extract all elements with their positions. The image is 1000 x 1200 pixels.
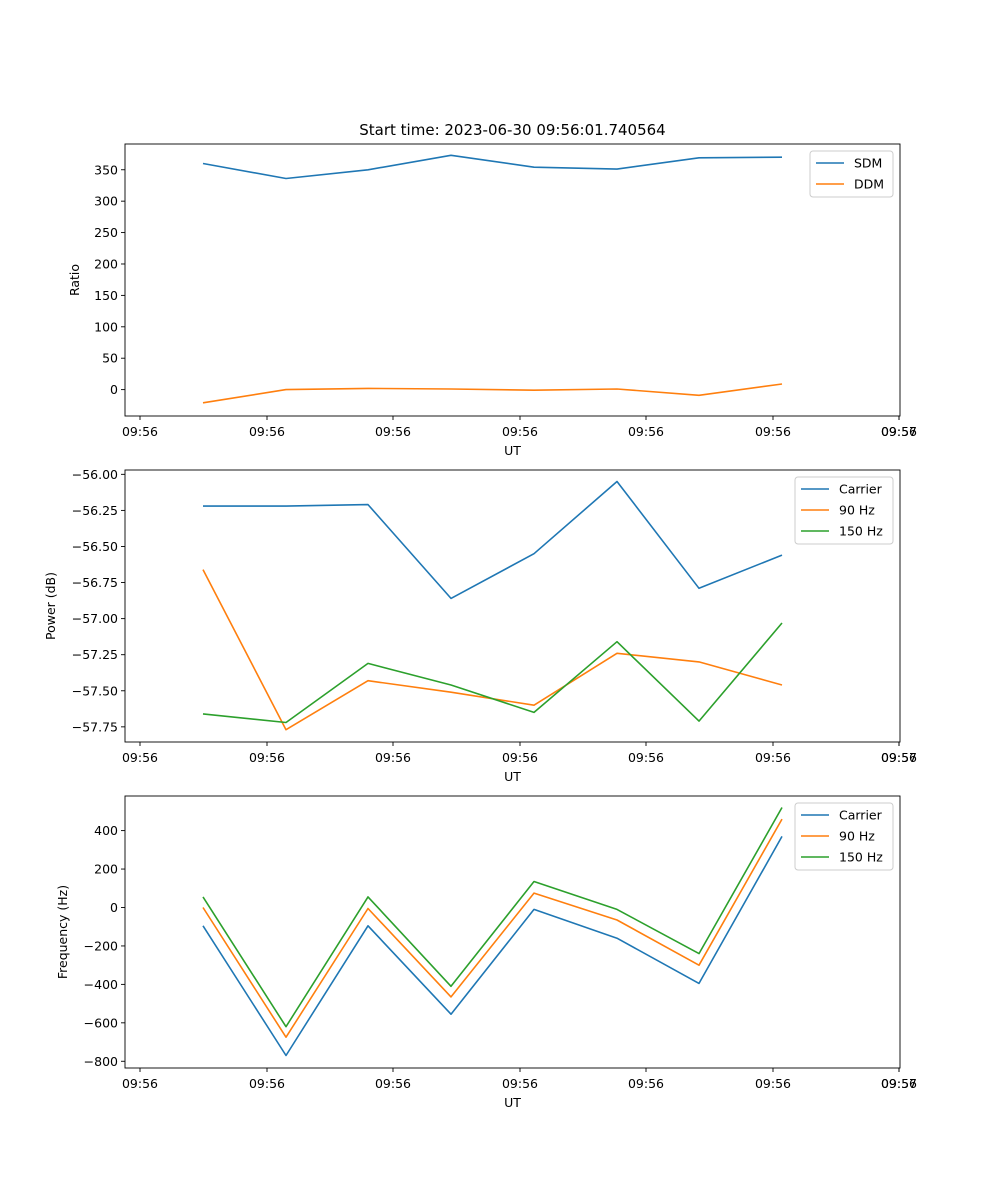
- y-axis-label: Frequency (Hz): [55, 885, 70, 979]
- x-tick-label: 09:56: [122, 750, 158, 765]
- y-tick-label: −200: [84, 938, 118, 953]
- legend-label: 150 Hz: [839, 850, 883, 865]
- y-tick-label: −57.50: [72, 683, 118, 698]
- y-tick-label: 350: [94, 162, 118, 177]
- x-tick-label: 09:56: [249, 1076, 285, 1091]
- x-tick-label: 09:56: [249, 424, 285, 439]
- y-tick-label: −600: [84, 1015, 118, 1030]
- x-tick-label: 09:56: [881, 424, 917, 439]
- y-tick-label: 300: [94, 194, 118, 209]
- y-tick-label: −56.75: [72, 575, 118, 590]
- legend-box: [794, 476, 894, 545]
- series-line-150-hz: [202, 622, 783, 724]
- x-tick-label: 09:56: [881, 750, 917, 765]
- y-tick-label: 400: [94, 823, 118, 838]
- y-tick-label: −57.75: [72, 719, 118, 734]
- legend-label: Carrier: [839, 482, 883, 497]
- series-line-90-hz: [202, 569, 783, 731]
- legend-label: 90 Hz: [839, 829, 875, 844]
- y-axis-label: Ratio: [67, 264, 82, 296]
- legend-label: Carrier: [839, 808, 883, 823]
- x-tick-label: 09:56: [628, 424, 664, 439]
- legend-label: 90 Hz: [839, 503, 875, 518]
- y-tick-label: 250: [94, 225, 118, 240]
- x-tick-label: 09:56: [502, 1076, 538, 1091]
- y-tick-label: 200: [94, 256, 118, 271]
- axes-frame: [124, 469, 901, 743]
- axes-frame: [124, 143, 901, 417]
- x-tick-label: 09:56: [628, 750, 664, 765]
- x-tick-label: 09:56: [375, 750, 411, 765]
- x-axis-label: UT: [504, 1095, 521, 1110]
- legend-label: SDM: [854, 156, 882, 171]
- x-tick-label: 09:56: [122, 424, 158, 439]
- y-tick-label: 50: [102, 351, 118, 366]
- x-tick-label: 09:56: [755, 1076, 791, 1091]
- x-tick-label: 09:57: [881, 750, 917, 765]
- series-line-90-hz: [202, 818, 783, 1038]
- y-tick-label: 0: [110, 900, 118, 915]
- y-tick-label: −800: [84, 1054, 118, 1069]
- x-tick-label: 09:56: [249, 750, 285, 765]
- x-tick-label: 09:56: [755, 750, 791, 765]
- x-axis-label: UT: [504, 769, 521, 784]
- series-line-ddm: [202, 383, 783, 404]
- x-tick-label: 09:56: [502, 750, 538, 765]
- legend-label: 150 Hz: [839, 524, 883, 539]
- y-axis-label: Power (dB): [43, 572, 58, 640]
- y-tick-label: 150: [94, 288, 118, 303]
- y-tick-label: −56.00: [72, 467, 118, 482]
- series-line-150-hz: [202, 807, 783, 1028]
- legend-box: [794, 802, 894, 871]
- y-tick-label: −57.00: [72, 611, 118, 626]
- x-tick-label: 09:56: [755, 424, 791, 439]
- x-tick-label: 09:56: [881, 1076, 917, 1091]
- y-tick-label: 200: [94, 862, 118, 877]
- x-tick-label: 09:56: [375, 424, 411, 439]
- series-line-sdm: [202, 154, 783, 180]
- y-tick-label: −57.25: [72, 647, 118, 662]
- series-line-carrier: [202, 836, 783, 1057]
- x-tick-label: 09:57: [881, 1076, 917, 1091]
- legend-label: DDM: [854, 177, 884, 192]
- y-tick-label: −56.25: [72, 503, 118, 518]
- y-tick-label: −400: [84, 977, 118, 992]
- y-tick-label: 0: [110, 382, 118, 397]
- axes-frame: [124, 795, 901, 1069]
- x-tick-label: 09:56: [375, 1076, 411, 1091]
- chart-title: Start time: 2023-06-30 09:56:01.740564: [359, 121, 665, 139]
- x-tick-label: 09:56: [628, 1076, 664, 1091]
- x-tick-label: 09:56: [502, 424, 538, 439]
- x-tick-label: 09:57: [881, 424, 917, 439]
- y-tick-label: 100: [94, 319, 118, 334]
- series-line-carrier: [203, 480, 783, 600]
- x-axis-label: UT: [504, 443, 521, 458]
- y-tick-label: −56.50: [72, 539, 118, 554]
- x-tick-label: 09:56: [122, 1076, 158, 1091]
